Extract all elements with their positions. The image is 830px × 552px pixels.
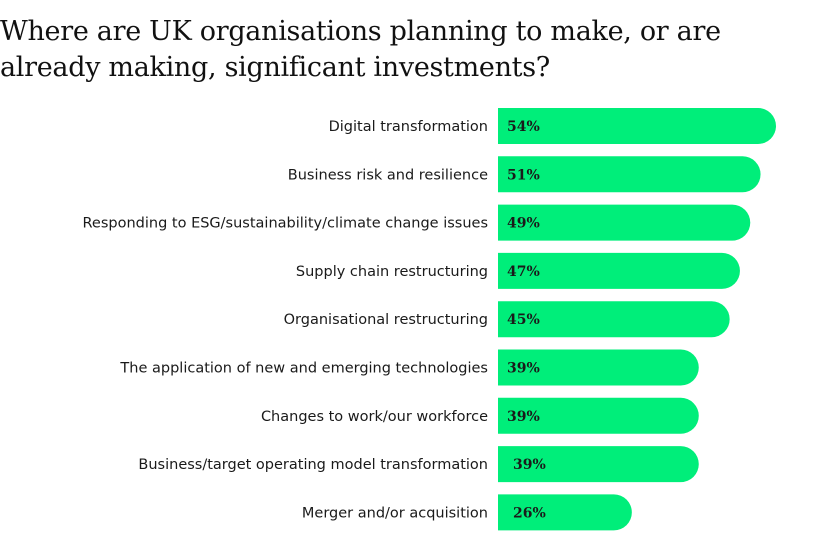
value-label: 49% (507, 216, 540, 232)
value-label: 39% (507, 361, 540, 377)
category-label: Supply chain restructuring (296, 264, 488, 280)
value-label: 26% (513, 505, 546, 521)
value-label: 45% (507, 312, 540, 328)
value-label: 51% (507, 167, 540, 183)
bar (498, 252, 740, 289)
bar (498, 301, 730, 338)
category-label: Business/target operating model transfor… (138, 457, 488, 473)
category-label: Merger and/or acquisition (302, 505, 488, 521)
bar (498, 204, 751, 241)
value-label: 39% (507, 409, 540, 425)
bar (498, 446, 699, 483)
bar (498, 397, 699, 434)
category-label: Changes to work/our workforce (261, 409, 488, 425)
chart-title: Where are UK organisations planning to m… (0, 16, 721, 83)
category-label: Organisational restructuring (284, 312, 488, 328)
bar (498, 156, 761, 193)
category-label: Business risk and resilience (288, 167, 488, 183)
bars-group: Digital transformation 54% Business risk a… (83, 108, 776, 531)
value-label: 54% (507, 119, 540, 135)
category-label: Responding to ESG/sustainability/climate… (83, 216, 489, 232)
category-label: Digital transformation (329, 119, 488, 135)
bar (498, 494, 632, 531)
category-label: The application of new and emerging tech… (119, 361, 488, 377)
bar (498, 349, 699, 386)
value-label: 39% (513, 457, 546, 473)
bar (498, 108, 776, 144)
value-label: 47% (507, 264, 540, 280)
